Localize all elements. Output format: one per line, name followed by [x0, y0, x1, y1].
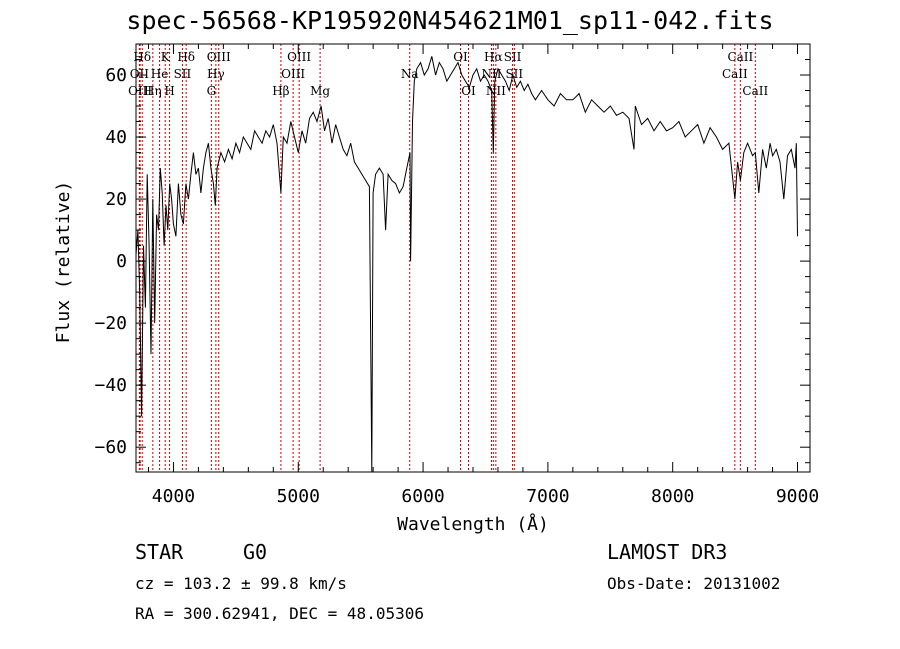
- line-label: H: [164, 84, 174, 98]
- line-label: Mg: [310, 84, 330, 98]
- subclass-label: G0: [243, 540, 268, 564]
- x-tick-label: 7000: [526, 486, 569, 507]
- y-tick-label: −40: [94, 375, 127, 396]
- plot-frame: [135, 43, 811, 473]
- line-label: Hδ: [133, 50, 151, 64]
- line-label: OI: [461, 84, 476, 98]
- line-label: OIII: [281, 67, 305, 81]
- y-axis: −60 −40 −20 0 20 40 60: [94, 59, 810, 464]
- line-label: OIII: [287, 50, 311, 64]
- obs-date: Obs-Date: 20131002: [607, 574, 781, 593]
- y-tick-label: −20: [94, 313, 127, 334]
- line-label: SII: [504, 50, 522, 64]
- y-tick-label: 20: [105, 189, 127, 210]
- y-tick-label: 0: [116, 251, 127, 272]
- x-tick-label: 5000: [277, 486, 320, 507]
- line-label: OIII: [207, 50, 231, 64]
- x-tick-label: 9000: [776, 486, 819, 507]
- line-label: Na: [401, 67, 419, 81]
- x-axis-label: Wavelength (Å): [397, 513, 549, 535]
- y-tick-label: −60: [94, 437, 127, 458]
- class-label: STAR: [135, 540, 184, 564]
- line-label: CaII: [722, 67, 748, 81]
- line-label: SII: [505, 67, 523, 81]
- line-label: NII: [481, 67, 501, 81]
- chart-title: spec-56568-KP195920N454621M01_sp11-042.f…: [126, 6, 774, 35]
- line-label: CaII: [742, 84, 768, 98]
- spectrum-series: [135, 56, 798, 473]
- y-tick-label: 40: [105, 127, 127, 148]
- line-label: Hβ: [272, 84, 289, 98]
- x-axis: 4000 5000 6000 7000 8000 9000: [147, 44, 819, 507]
- line-markers: [138, 44, 756, 472]
- line-label: Hα: [484, 50, 503, 64]
- line-label: G: [207, 84, 217, 98]
- x-tick-label: 8000: [651, 486, 694, 507]
- x-tick-label: 4000: [152, 486, 195, 507]
- line-label: Hη: [144, 84, 162, 98]
- redshift-readout: cz = 103.2 ± 99.8 km/s: [135, 574, 347, 593]
- coordinates: RA = 300.62941, DEC = 48.05306: [135, 604, 424, 623]
- line-label: SII: [174, 67, 192, 81]
- line-label: OII: [130, 67, 150, 81]
- line-label: K: [161, 50, 171, 64]
- line-label: He: [151, 67, 169, 81]
- line-label: CaII: [727, 50, 753, 64]
- line-label: Hδ: [177, 50, 195, 64]
- line-label: Hγ: [207, 67, 225, 81]
- x-tick-label: 6000: [401, 486, 444, 507]
- y-axis-label: Flux (relative): [53, 181, 74, 344]
- survey-label: LAMOST DR3: [607, 540, 728, 564]
- line-label: OI: [453, 50, 468, 64]
- y-tick-label: 60: [105, 65, 127, 86]
- line-label: NII: [486, 84, 506, 98]
